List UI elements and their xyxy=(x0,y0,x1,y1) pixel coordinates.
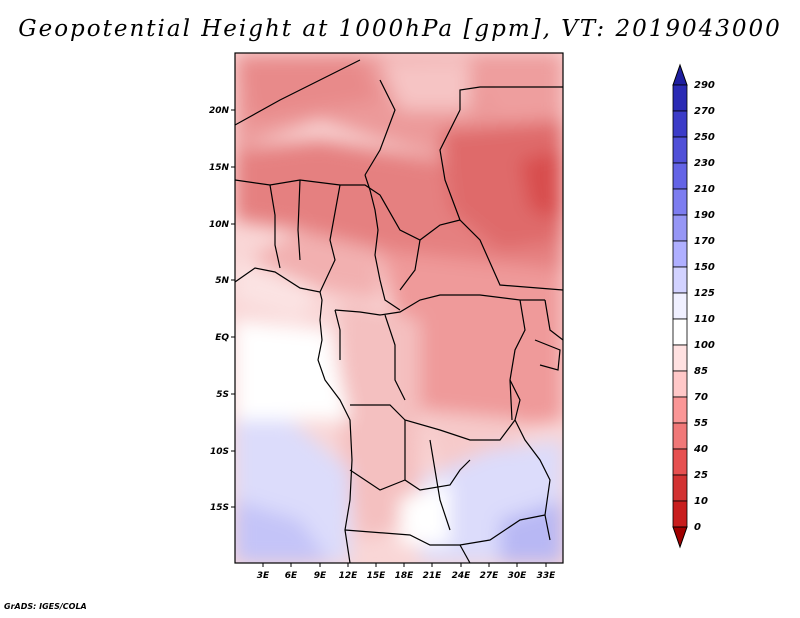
colorbar-label: 0 xyxy=(694,522,701,533)
colorbar-label: 125 xyxy=(694,288,715,299)
lon-label: 24E xyxy=(452,571,472,581)
colorbar-label: 25 xyxy=(694,470,708,481)
colorbar-segment xyxy=(672,448,688,476)
colorbar-label: 190 xyxy=(694,210,715,221)
colorbar-segment xyxy=(672,500,688,528)
colorbar-label: 170 xyxy=(694,236,715,247)
map-frame xyxy=(234,52,564,564)
colorbar-segment xyxy=(672,344,688,372)
colorbar-segment xyxy=(672,136,688,164)
colorbar-label: 55 xyxy=(694,418,708,429)
lat-label: 10N xyxy=(209,220,230,230)
colorbar-segment xyxy=(672,240,688,268)
colorbar-label: 210 xyxy=(694,184,715,195)
colorbar-label: 270 xyxy=(694,106,715,117)
lat-label: 10S xyxy=(210,447,229,457)
colorbar-segment xyxy=(672,318,688,346)
chart-title: Geopotential Height at 1000hPa [gpm], VT… xyxy=(18,16,782,42)
height-field xyxy=(235,53,563,563)
lon-label: 15E xyxy=(367,571,387,581)
colorbar-label: 70 xyxy=(694,392,708,403)
latitude-axis xyxy=(231,109,235,508)
colorbar-label: 110 xyxy=(694,314,715,325)
colorbar-bottom-arrow xyxy=(672,526,688,549)
colorbar-label: 40 xyxy=(693,444,708,455)
lat-label: 15N xyxy=(209,163,230,173)
lon-label: 21E xyxy=(423,571,443,581)
colorbar-segment xyxy=(672,370,688,398)
lon-label: 18E xyxy=(395,571,415,581)
latitude-labels: 20N 15N 10N 5N EQ 5S 10S 15S xyxy=(209,106,230,513)
longitude-axis xyxy=(262,563,547,567)
lat-label: 15S xyxy=(210,503,229,513)
colorbar-segment xyxy=(672,84,688,112)
colorbar-segment xyxy=(672,110,688,138)
lon-label: 3E xyxy=(257,571,270,581)
colorbar-segment xyxy=(672,474,688,502)
colorbar-segment xyxy=(672,188,688,216)
lat-label: 20N xyxy=(209,106,230,116)
colorbar-segment xyxy=(672,266,688,294)
lat-label: 5S xyxy=(216,390,229,400)
colorbar-label: 150 xyxy=(694,262,715,273)
country-borders xyxy=(235,59,563,563)
colorbar-label: 100 xyxy=(694,340,715,351)
colorbar: 2902702502302101901701501251101008570554… xyxy=(672,63,715,549)
grads-credit: GrADS: IGES/COLA xyxy=(4,602,87,611)
colorbar-segment xyxy=(672,214,688,242)
lon-label: 12E xyxy=(339,571,359,581)
longitude-labels: 3E 6E 9E 12E 15E 18E 21E 24E 27E 30E 33E xyxy=(257,571,556,581)
lat-label: EQ xyxy=(215,333,229,343)
colorbar-label: 10 xyxy=(694,496,708,507)
lat-label: 5N xyxy=(215,276,229,286)
lon-label: 9E xyxy=(314,571,327,581)
colorbar-label: 250 xyxy=(694,132,715,143)
lon-label: 27E xyxy=(480,571,500,581)
colorbar-label: 290 xyxy=(694,80,715,91)
colorbar-segment xyxy=(672,162,688,190)
colorbar-label: 230 xyxy=(694,158,715,169)
lon-label: 6E xyxy=(285,571,298,581)
lon-label: 30E xyxy=(508,571,528,581)
colorbar-segment xyxy=(672,396,688,424)
colorbar-top-arrow xyxy=(672,63,688,86)
colorbar-label: 85 xyxy=(694,366,708,377)
lon-label: 33E xyxy=(537,571,557,581)
colorbar-segment xyxy=(672,422,688,450)
colorbar-segment xyxy=(672,292,688,320)
